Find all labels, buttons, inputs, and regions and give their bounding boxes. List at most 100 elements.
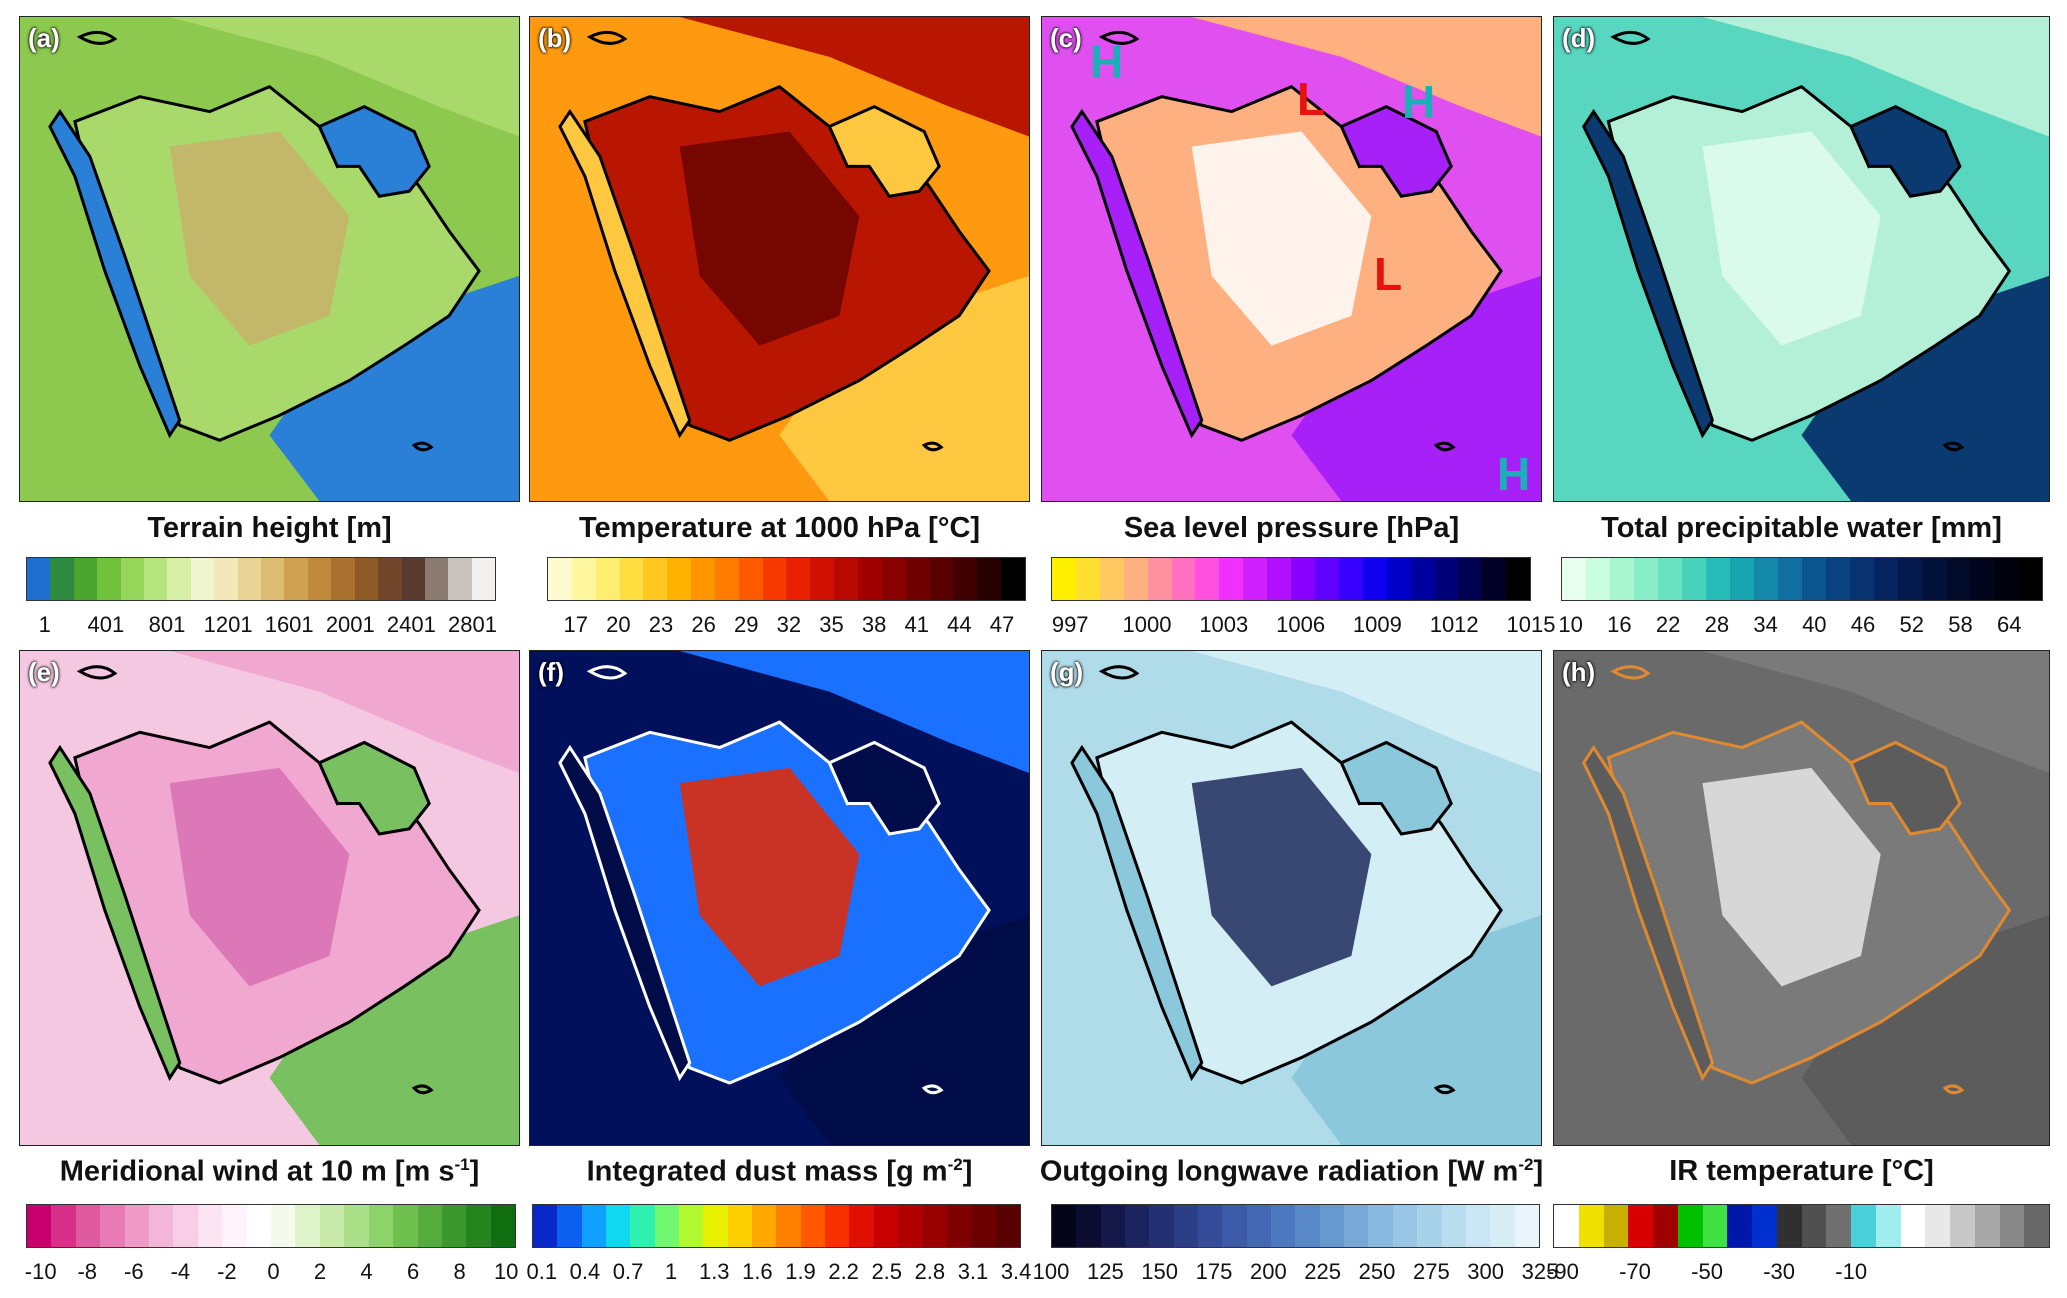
tick-label: 58 — [1948, 612, 1973, 637]
interior-field — [679, 767, 860, 987]
northern-land — [530, 17, 1029, 137]
colorbar-swatch — [905, 558, 930, 600]
tick-label: 0.4 — [569, 1259, 601, 1284]
panel-title: Terrain height [m] — [147, 512, 392, 544]
tick-label: 6 — [406, 1259, 420, 1284]
colorbar-ticks: 10 16 22 28 34 40 46 52 58 64 — [1558, 612, 2043, 642]
colorbar-swatch — [344, 1205, 369, 1247]
panel-label: (h) — [1562, 657, 1596, 687]
red-sea — [1070, 108, 1204, 439]
tick-label: 1006 — [1276, 612, 1326, 637]
colorbar-swatch — [424, 558, 449, 600]
panel-b-map: (b) — [529, 16, 1030, 502]
colorbar-swatch — [1198, 1205, 1223, 1247]
tick-label: 29 — [734, 612, 759, 637]
colorbar — [532, 1204, 1021, 1248]
colorbar-swatch — [834, 558, 858, 600]
panel-label: (a) — [28, 23, 60, 53]
colorbar-swatch — [1490, 1205, 1515, 1247]
colorbar-swatch — [1362, 558, 1387, 600]
colorbar-swatch — [261, 558, 285, 600]
colorbar-swatch — [124, 1205, 150, 1247]
colorbar-swatch — [800, 1205, 826, 1247]
socotra-outline — [1942, 1084, 1965, 1095]
colorbar-swatch — [1778, 558, 1802, 600]
tick-label: 325 — [1521, 1259, 1559, 1284]
tick-label: 1015 — [1506, 612, 1556, 637]
arabian-sea — [269, 275, 519, 501]
tick-label: 64 — [1997, 612, 2022, 637]
colorbar-swatch — [1826, 558, 1850, 600]
panel-label: (c) — [1050, 23, 1082, 53]
panel-label: (e) — [28, 657, 60, 687]
colorbar-swatch — [144, 558, 168, 600]
colorbar-swatch — [1730, 558, 1754, 600]
tick-label: -70 — [1619, 1259, 1651, 1284]
map-e — [20, 651, 519, 1145]
colorbar-swatch — [691, 558, 715, 600]
cyprus-outline — [1098, 30, 1140, 45]
arabian-sea — [1801, 915, 2049, 1145]
panel-h-map: (h) — [1553, 650, 2050, 1146]
colorbar-swatch — [1628, 1205, 1653, 1247]
arabian-sea — [1801, 275, 2049, 501]
colorbar-swatch — [1850, 558, 1874, 600]
colorbar-swatch — [2018, 558, 2042, 600]
tick-label: 1009 — [1352, 612, 1402, 637]
tick-label: -8 — [77, 1259, 98, 1284]
colorbar-swatch — [1171, 558, 1196, 600]
panel-f-map: (f) — [529, 650, 1030, 1146]
pressure-low-marker: L — [1297, 73, 1326, 125]
panel-title: Meridional wind at 10 m [m s-1] — [59, 1155, 480, 1188]
colorbar-swatch — [810, 558, 835, 600]
colorbar-swatch — [557, 1205, 582, 1247]
colorbar-swatch — [1578, 1205, 1604, 1247]
colorbar-ticks: 997 1000 1003 1006 1009 1012 1015 — [1051, 612, 1556, 642]
tick-label: 0.7 — [612, 1259, 644, 1284]
persian-gulf — [317, 740, 431, 836]
colorbar-swatch — [120, 558, 145, 600]
tick-label: 0.1 — [526, 1259, 558, 1284]
map-h — [1554, 651, 2049, 1145]
tick-label: 28 — [1704, 612, 1730, 637]
colorbar-swatch — [727, 1205, 753, 1247]
tick-label: 4 — [360, 1259, 373, 1284]
colorbar-swatch — [1147, 558, 1172, 600]
colorbar-swatch — [1271, 1205, 1296, 1247]
tick-label: -4 — [170, 1259, 191, 1284]
colorbar-swatch — [75, 1205, 101, 1247]
colorbar-swatch — [977, 558, 1002, 600]
tick-label: 16 — [1607, 612, 1632, 637]
arabian-sea — [779, 275, 1029, 501]
tick-label: 250 — [1358, 1259, 1396, 1284]
panel-title: Temperature at 1000 hPa [°C] — [578, 512, 981, 544]
panel-e-map: (e) — [19, 650, 520, 1146]
tick-label: 2801 — [448, 612, 497, 637]
colorbar-swatch — [471, 558, 496, 600]
pressure-low-marker: L — [1374, 248, 1403, 300]
colorbar-swatch — [1246, 1205, 1272, 1247]
colorbar-swatch — [595, 558, 620, 600]
tick-label: 2 — [313, 1259, 327, 1284]
colorbar-swatch — [1267, 558, 1292, 600]
colorbar-swatch — [946, 1205, 972, 1247]
colorbar-swatch — [1222, 1205, 1247, 1247]
panel-a-map: (a) — [19, 16, 520, 502]
colorbar-swatch — [1922, 558, 1946, 600]
colorbar-swatch — [857, 558, 882, 600]
colorbar-swatch — [417, 1205, 442, 1247]
colorbar-swatch — [1752, 1205, 1777, 1247]
tick-label: 34 — [1753, 612, 1778, 637]
northern-land — [1554, 17, 2049, 137]
pressure-high-marker: H — [1497, 448, 1531, 500]
tick-label: 52 — [1899, 612, 1925, 637]
pressure-high-marker: H — [1090, 36, 1124, 88]
northern-land — [20, 17, 519, 137]
tick-label: 1000 — [1122, 612, 1172, 637]
arabian-sea — [1291, 915, 1541, 1145]
tick-label: -10 — [1835, 1259, 1868, 1284]
colorbar-swatch — [1368, 1205, 1393, 1247]
colorbar-swatch — [319, 1205, 345, 1247]
colorbar-swatch — [100, 1205, 125, 1247]
colorbar — [26, 1204, 516, 1248]
